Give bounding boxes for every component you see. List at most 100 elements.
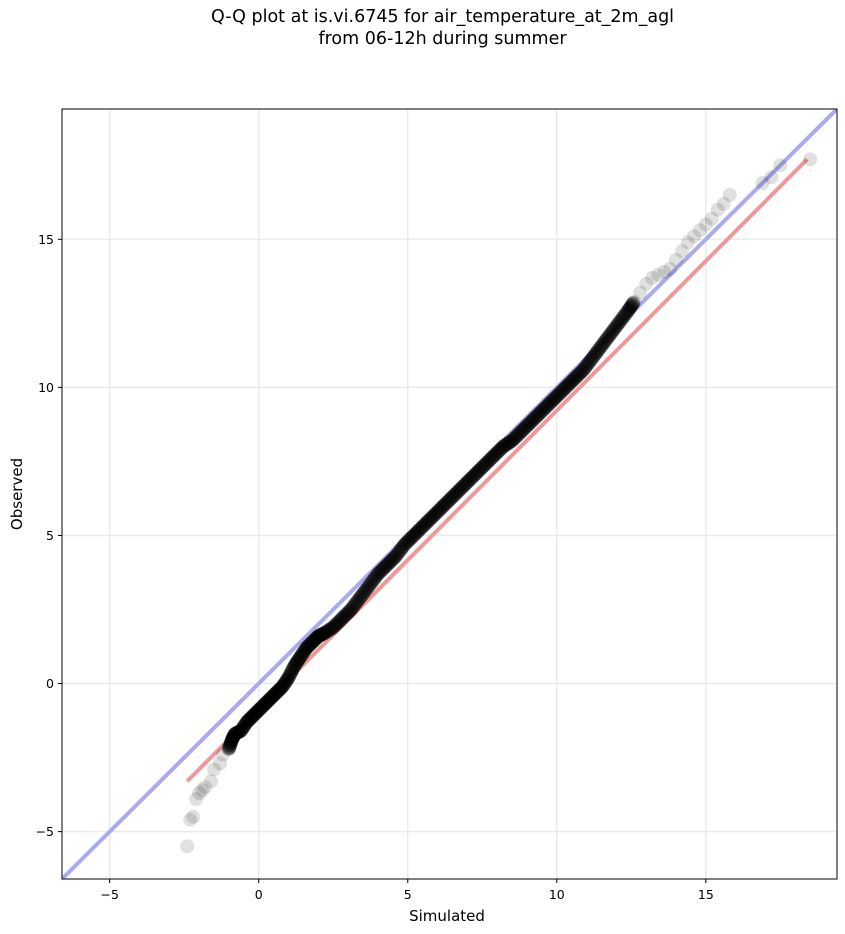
chart-title: Q-Q plot at is.vi.6745 for air_temperatu… <box>210 7 675 27</box>
data-point <box>467 468 482 483</box>
data-point <box>233 723 248 738</box>
data-point <box>180 839 195 854</box>
data-point <box>524 414 539 429</box>
chart-title-block: Q-Q plot at is.vi.6745 for air_temperatu… <box>0 6 845 50</box>
data-point <box>481 453 496 468</box>
data-point <box>415 519 430 534</box>
data-point <box>435 500 450 515</box>
data-point <box>276 677 291 692</box>
data-point <box>564 375 579 390</box>
data-point <box>362 578 377 593</box>
data-point <box>680 235 695 250</box>
data-point <box>610 317 625 332</box>
data-point <box>320 623 335 638</box>
data-point <box>223 738 238 753</box>
data-point <box>556 382 571 397</box>
x-axis: −5 0 5 10 15 <box>100 879 714 902</box>
data-point <box>421 514 436 529</box>
data-point <box>565 373 580 388</box>
data-point <box>242 712 257 727</box>
data-point <box>444 491 459 506</box>
data-point <box>230 725 245 740</box>
data-point <box>692 223 707 238</box>
data-point <box>512 426 527 441</box>
data-point <box>539 399 554 414</box>
data-point <box>489 446 503 461</box>
data-point <box>560 378 575 393</box>
data-point <box>261 693 276 708</box>
data-point <box>351 593 366 608</box>
data-point <box>449 485 464 500</box>
data-point <box>331 614 346 629</box>
data-point <box>578 360 593 375</box>
x-axis-label: Simulated <box>409 907 485 925</box>
data-point <box>447 487 462 502</box>
data-point <box>773 158 788 173</box>
data-point <box>313 627 328 642</box>
data-point <box>499 437 514 452</box>
data-point <box>458 476 473 491</box>
data-point <box>598 334 613 349</box>
data-point <box>716 196 731 211</box>
data-point <box>298 642 313 657</box>
data-point <box>282 668 297 683</box>
data-point <box>497 438 512 453</box>
data-point <box>237 718 252 733</box>
data-point <box>335 611 350 626</box>
data-point <box>390 546 405 561</box>
data-point <box>394 542 409 557</box>
data-point <box>544 394 559 409</box>
data-point <box>451 484 466 499</box>
data-point <box>675 244 689 259</box>
data-point <box>269 685 284 700</box>
data-point <box>594 338 609 353</box>
data-point <box>522 415 537 430</box>
data-point <box>189 792 204 807</box>
data-point <box>587 348 602 363</box>
data-point <box>287 658 302 673</box>
data-point <box>319 625 334 640</box>
data-point <box>270 684 285 699</box>
data-point <box>235 722 250 737</box>
data-point <box>344 602 359 617</box>
data-point <box>608 319 623 334</box>
data-point <box>590 343 605 358</box>
data-point <box>387 550 402 565</box>
y-tick-label: −5 <box>36 824 54 839</box>
data-point <box>401 533 416 548</box>
data-point <box>533 405 548 420</box>
data-point <box>428 507 443 522</box>
data-point <box>195 783 210 798</box>
data-point <box>308 631 323 646</box>
data-point <box>617 308 632 323</box>
data-point <box>576 362 591 377</box>
data-point <box>311 629 326 644</box>
data-point <box>267 687 282 702</box>
data-point <box>186 809 201 824</box>
data-point <box>385 552 400 567</box>
data-point <box>555 383 570 398</box>
data-point <box>472 462 487 477</box>
data-point <box>299 641 314 655</box>
data-point <box>526 412 541 427</box>
data-point <box>446 489 461 504</box>
data-point <box>438 496 453 511</box>
data-point <box>285 663 300 678</box>
data-point <box>192 786 207 801</box>
data-point <box>651 267 666 282</box>
data-point <box>263 691 278 706</box>
data-point <box>381 556 396 571</box>
data-point <box>241 713 255 728</box>
data-point <box>372 565 387 580</box>
data-point <box>245 709 260 724</box>
data-point <box>474 460 489 475</box>
reference-line <box>62 109 837 879</box>
data-point <box>349 595 364 610</box>
data-point <box>669 253 684 268</box>
data-point <box>508 430 523 445</box>
data-point <box>292 651 307 666</box>
data-point <box>431 503 446 518</box>
data-point <box>478 457 493 472</box>
data-point <box>530 408 545 423</box>
data-point <box>222 739 237 754</box>
